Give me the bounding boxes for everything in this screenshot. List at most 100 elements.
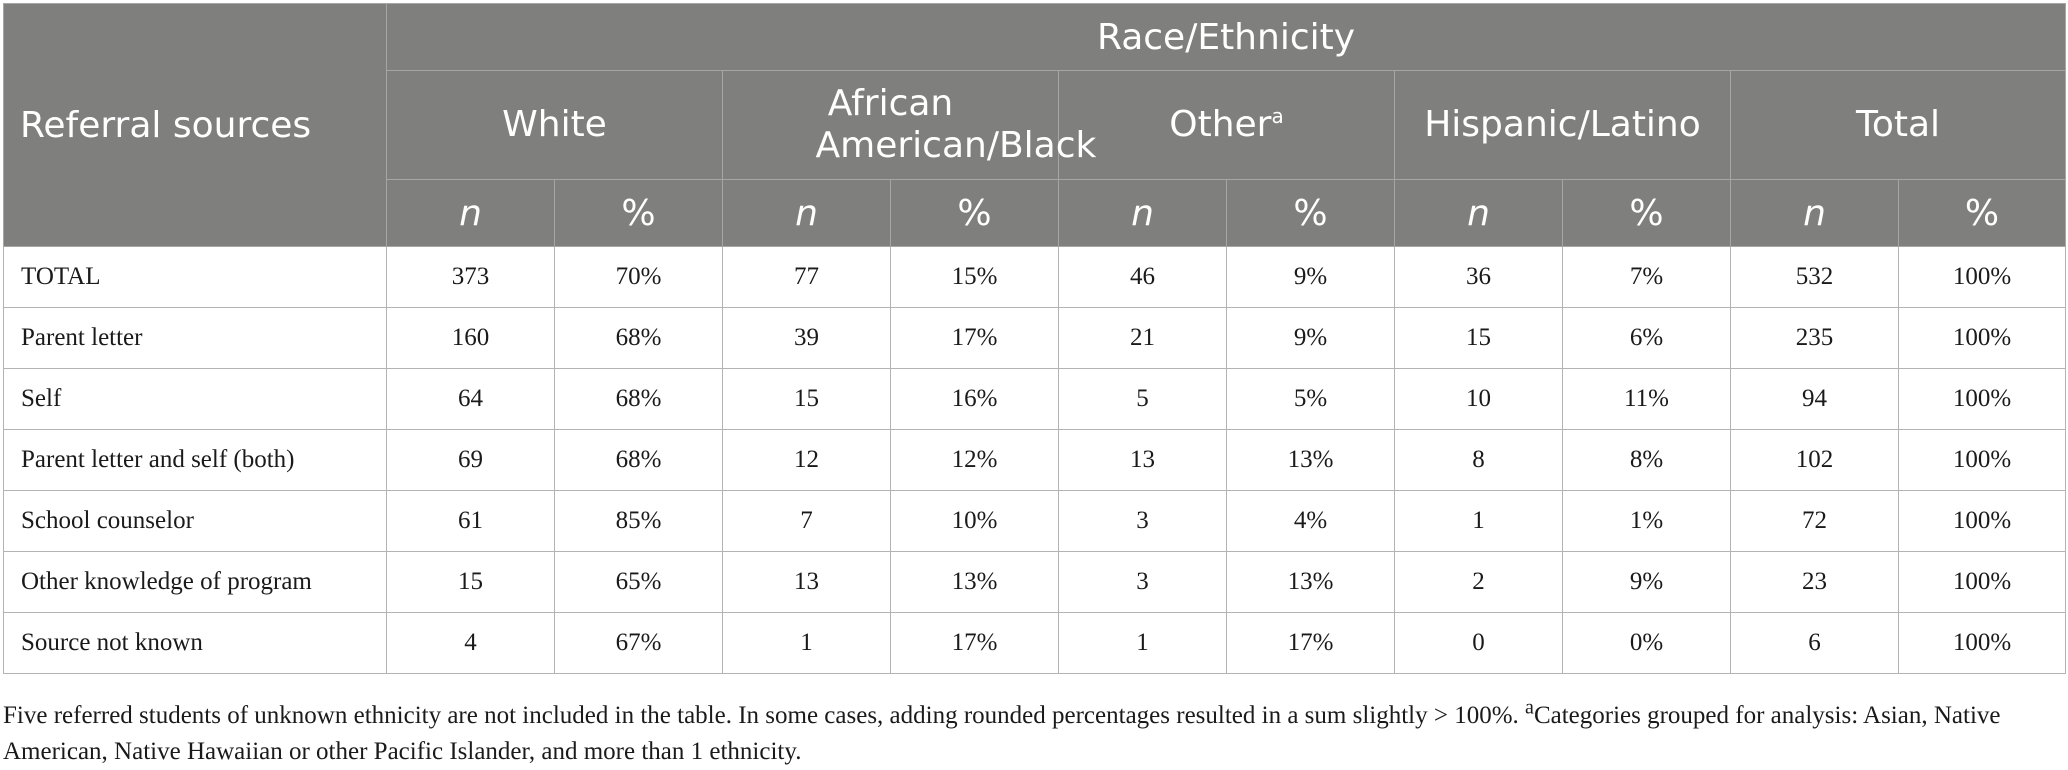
cell-count: 77: [722, 246, 891, 308]
cell-count: 13: [722, 551, 891, 613]
table-body: TOTAL 373 70% 77 15% 46 9% 36 7% 532 100% Parent le…: [3, 246, 2067, 674]
cell-percent: 100%: [1897, 551, 2067, 613]
header-row-subcolumns: n % n % n % n % n %: [4, 179, 2067, 247]
cell-percent: 17%: [890, 307, 1059, 369]
ethnicity-label: Total: [1855, 104, 1941, 145]
row-label: Self: [3, 368, 387, 430]
row-label: Parent letter: [3, 307, 387, 369]
cell-percent: 13%: [890, 551, 1059, 613]
cell-percent: 5%: [1226, 368, 1395, 430]
cell-percent: 85%: [554, 490, 723, 552]
cell-count: 373: [386, 246, 555, 308]
ethnicity-label: African American/Black: [815, 83, 1097, 166]
cell-count: 36: [1394, 246, 1563, 308]
ethnicity-label: Other: [1169, 104, 1272, 145]
cell-count: 102: [1730, 429, 1899, 491]
cell-count: 235: [1730, 307, 1899, 369]
cell-percent: 15%: [890, 246, 1059, 308]
header-row-group: Referral sources Race/Ethnicity: [3, 3, 2067, 247]
cell-percent: 8%: [1562, 429, 1731, 491]
subheader-n: n: [722, 179, 891, 247]
ethnicity-header: African American/Black: [722, 70, 1097, 180]
subheader-n: n: [386, 179, 555, 247]
cell-count: 69: [386, 429, 555, 491]
cell-count: 61: [386, 490, 555, 552]
subheader-percent: %: [1897, 179, 2067, 247]
cell-count: 160: [386, 307, 555, 369]
cell-percent: 100%: [1897, 307, 2067, 369]
cell-count: 64: [386, 368, 555, 430]
ethnicity-header: Hispanic/Latino: [1394, 70, 1731, 180]
table-row: TOTAL 373 70% 77 15% 46 9% 36 7% 532 100%: [3, 246, 2067, 308]
cell-count: 72: [1730, 490, 1899, 552]
cell-percent: 100%: [1897, 612, 2067, 674]
footnote-marker: a: [1525, 696, 1534, 719]
subheader-n: n: [1394, 179, 1563, 247]
footnote-marker: a: [1271, 104, 1284, 128]
ethnicity-label: White: [502, 104, 607, 145]
table-row: Other knowledge of program 15 65% 13 13% 3 13%…: [3, 551, 2067, 613]
table-header: Referral sources Race/Ethnicity White Af…: [3, 3, 2067, 247]
cell-count: 13: [1058, 429, 1227, 491]
subheader-percent: %: [890, 179, 1059, 247]
cell-count: 15: [386, 551, 555, 613]
subheader-n: n: [1058, 179, 1227, 247]
row-label: Other knowledge of program: [3, 551, 387, 613]
cell-percent: 67%: [554, 612, 723, 674]
footnote-text: Five referred students of unknown ethnic…: [3, 702, 1519, 729]
cell-count: 1: [1394, 490, 1563, 552]
row-label: Source not known: [3, 612, 387, 674]
cell-percent: 0%: [1562, 612, 1731, 674]
cell-count: 7: [722, 490, 891, 552]
cell-percent: 1%: [1562, 490, 1731, 552]
row-label: School counselor: [3, 490, 387, 552]
cell-count: 532: [1730, 246, 1899, 308]
ethnicity-header: Othera: [1058, 70, 1395, 180]
cell-percent: 11%: [1562, 368, 1731, 430]
table-row: Self 64 68% 15 16% 5 5% 10 11% 94 100%: [3, 368, 2067, 430]
cell-count: 15: [722, 368, 891, 430]
table-row: Parent letter and self (both) 69 68% 12 12% 1…: [3, 429, 2067, 491]
subheader-percent: %: [1226, 179, 1395, 247]
data-table-container: Referral sources Race/Ethnicity White Af…: [3, 3, 2067, 674]
cell-percent: 10%: [890, 490, 1059, 552]
footnote-categories: Categories grouped for analysis: Asian, …: [3, 702, 2001, 765]
cell-percent: 68%: [554, 307, 723, 369]
stub-header: Referral sources: [3, 3, 387, 247]
cell-percent: 68%: [554, 429, 723, 491]
cell-count: 5: [1058, 368, 1227, 430]
cell-percent: 13%: [1226, 429, 1395, 491]
cell-count: 3: [1058, 490, 1227, 552]
subheader-n: n: [1730, 179, 1899, 247]
cell-percent: 100%: [1897, 368, 2067, 430]
cell-percent: 7%: [1562, 246, 1731, 308]
table-footnote: Five referred students of unknown ethnic…: [3, 698, 2065, 770]
race-ethnicity-header: Race/Ethnicity: [385, 3, 2067, 71]
cell-count: 94: [1730, 368, 1899, 430]
row-label: Parent letter and self (both): [3, 429, 387, 491]
cell-percent: 16%: [890, 368, 1059, 430]
cell-count: 6: [1730, 612, 1899, 674]
cell-count: 0: [1394, 612, 1563, 674]
cell-count: 1: [722, 612, 891, 674]
row-label: TOTAL: [3, 246, 387, 308]
cell-percent: 9%: [1226, 307, 1395, 369]
table-row: Parent letter 160 68% 39 17% 21 9% 15 6% 235 100%: [3, 307, 2067, 369]
cell-count: 3: [1058, 551, 1227, 613]
cell-percent: 100%: [1897, 246, 2067, 308]
cell-percent: 4%: [1226, 490, 1395, 552]
cell-percent: 12%: [890, 429, 1059, 491]
cell-percent: 9%: [1226, 246, 1395, 308]
cell-count: 21: [1058, 307, 1227, 369]
cell-percent: 17%: [890, 612, 1059, 674]
cell-count: 15: [1394, 307, 1563, 369]
cell-percent: 68%: [554, 368, 723, 430]
cell-percent: 6%: [1562, 307, 1731, 369]
cell-count: 2: [1394, 551, 1563, 613]
cell-count: 23: [1730, 551, 1899, 613]
cell-count: 4: [386, 612, 555, 674]
cell-count: 1: [1058, 612, 1227, 674]
subheader-percent: %: [554, 179, 723, 247]
header-row-ethnicities: White African American/Black Othera Hisp…: [4, 70, 2067, 180]
cell-percent: 100%: [1897, 429, 2067, 491]
